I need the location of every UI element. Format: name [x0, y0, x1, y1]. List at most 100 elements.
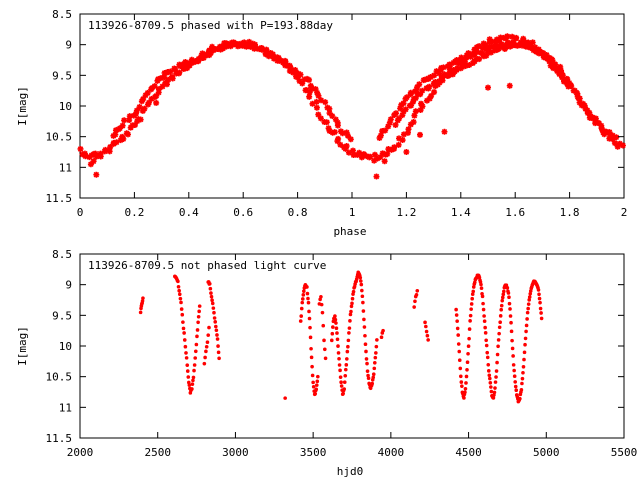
data-point — [481, 301, 485, 306]
y-tick-label: 11 — [59, 401, 72, 414]
data-point — [466, 344, 471, 349]
data-point — [523, 336, 528, 341]
data-point — [539, 311, 543, 315]
data-point — [120, 135, 127, 142]
data-point — [488, 49, 495, 56]
data-point — [306, 296, 310, 301]
data-point — [497, 325, 502, 330]
data-point — [183, 344, 188, 349]
data-point — [405, 126, 412, 133]
x-axis-ticks: 2000 2500 3000 3500 4000 4500 5000 5500 — [67, 254, 637, 459]
data-point — [388, 146, 395, 153]
x-tick-label: 4500 — [455, 446, 482, 459]
data-point — [416, 81, 423, 88]
data-point — [500, 298, 505, 303]
data-point — [305, 291, 310, 296]
data-point — [547, 62, 554, 69]
data-point — [318, 97, 325, 104]
data-point — [213, 320, 218, 324]
data-point — [482, 314, 486, 318]
data-point — [182, 338, 187, 342]
data-point — [489, 385, 493, 389]
data-point — [606, 135, 613, 142]
data-point — [457, 349, 462, 354]
data-point — [512, 374, 517, 379]
data-point — [176, 284, 181, 289]
data-point — [372, 366, 377, 371]
data-point — [303, 87, 310, 94]
data-point — [395, 141, 402, 148]
data-point — [417, 91, 424, 98]
data-point — [319, 302, 324, 307]
data-point — [484, 343, 489, 348]
data-point — [359, 279, 363, 283]
data-point — [426, 338, 430, 342]
data-point — [538, 50, 545, 57]
data-point — [498, 320, 502, 325]
data-point — [344, 132, 351, 139]
data-point — [556, 71, 563, 78]
data-point — [517, 41, 524, 48]
y-tick-label: 10 — [59, 100, 72, 113]
data-point — [402, 106, 409, 113]
data-point — [525, 317, 529, 321]
data-point — [412, 108, 419, 115]
data-point — [456, 333, 461, 337]
data-point — [332, 116, 339, 123]
data-point — [177, 292, 182, 297]
data-point — [309, 346, 313, 351]
data-point — [334, 138, 341, 145]
data-point — [382, 127, 389, 134]
data-point — [379, 150, 386, 157]
data-point — [334, 326, 339, 331]
data-point — [206, 333, 211, 337]
data-point — [347, 331, 351, 335]
data-point — [426, 95, 433, 102]
x-tick-label: 0.4 — [179, 206, 199, 219]
x-tick-label: 3000 — [222, 446, 249, 459]
data-point — [374, 351, 378, 355]
data-point — [210, 298, 214, 303]
x-axis-ticks: 0 0.2 0.4 0.6 0.8 1 1.2 1.4 1.6 1.8 2 — [77, 14, 627, 219]
data-point — [576, 99, 583, 106]
data-point — [476, 43, 483, 50]
data-point — [403, 94, 410, 101]
data-point — [314, 89, 321, 96]
data-point — [520, 381, 524, 386]
data-point — [449, 71, 456, 78]
data-point — [463, 386, 468, 391]
x-tick-label: 1 — [349, 206, 356, 219]
data-point — [339, 130, 346, 137]
data-point — [207, 281, 212, 286]
y-tick-label: 10.5 — [46, 371, 73, 384]
data-point — [335, 331, 339, 335]
data-point — [223, 40, 230, 47]
x-tick-label: 0.8 — [288, 206, 308, 219]
data-point — [509, 329, 514, 334]
data-point — [320, 310, 325, 315]
data-point — [325, 125, 332, 132]
data-point — [212, 316, 217, 320]
data-point — [276, 57, 283, 64]
data-point — [468, 319, 472, 323]
x-tick-label: 1.2 — [396, 206, 416, 219]
data-point — [294, 74, 301, 81]
data-point — [161, 74, 168, 81]
data-point — [525, 39, 532, 46]
data-point — [333, 314, 337, 318]
data-point — [262, 50, 269, 57]
data-point — [436, 78, 443, 85]
data-point — [345, 149, 352, 156]
data-point — [204, 344, 209, 349]
data-point — [136, 104, 143, 111]
data-point — [513, 380, 517, 384]
y-tick-label: 11.5 — [46, 192, 73, 205]
data-point — [374, 344, 379, 349]
data-point — [438, 74, 445, 81]
data-point — [603, 128, 610, 135]
data-point — [346, 344, 350, 349]
data-point — [93, 153, 100, 160]
data-point — [196, 315, 201, 319]
data-point — [479, 286, 484, 290]
data-point — [376, 134, 383, 141]
